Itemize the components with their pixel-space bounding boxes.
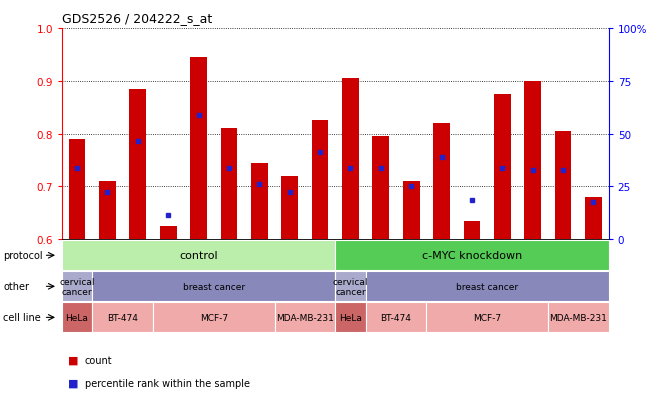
Bar [342,79,359,240]
Bar [312,121,329,240]
Text: ■: ■ [68,378,79,388]
Text: cervical
cancer: cervical cancer [333,277,368,296]
Text: GDS2526 / 204222_s_at: GDS2526 / 204222_s_at [62,12,212,25]
Text: cell line: cell line [3,313,41,323]
Text: control: control [179,251,218,261]
Text: count: count [85,355,112,365]
Text: percentile rank within the sample: percentile rank within the sample [85,378,249,388]
Bar [99,182,116,240]
Bar [130,90,146,240]
Text: HeLa: HeLa [339,313,362,322]
Text: MDA-MB-231: MDA-MB-231 [549,313,607,322]
Text: cervical
cancer: cervical cancer [59,277,95,296]
Text: MCF-7: MCF-7 [200,313,228,322]
Text: protocol: protocol [3,251,43,261]
Bar [403,182,419,240]
Bar [190,58,207,240]
Bar [372,137,389,240]
Text: breast cancer: breast cancer [456,282,518,291]
Text: other: other [3,282,29,292]
Text: MCF-7: MCF-7 [473,313,501,322]
Bar [555,132,572,240]
Bar [251,163,268,240]
Bar [525,82,541,240]
Bar [281,176,298,240]
Text: BT-474: BT-474 [381,313,411,322]
Bar [69,140,85,240]
Bar [464,221,480,240]
Bar [221,129,237,240]
Text: MDA-MB-231: MDA-MB-231 [276,313,334,322]
Bar [434,124,450,240]
Bar [585,197,602,240]
Bar [159,226,176,240]
Text: HeLa: HeLa [66,313,89,322]
Text: c-MYC knockdown: c-MYC knockdown [422,251,522,261]
Bar [494,95,510,240]
Text: BT-474: BT-474 [107,313,138,322]
Text: breast cancer: breast cancer [183,282,245,291]
Text: ■: ■ [68,355,79,365]
